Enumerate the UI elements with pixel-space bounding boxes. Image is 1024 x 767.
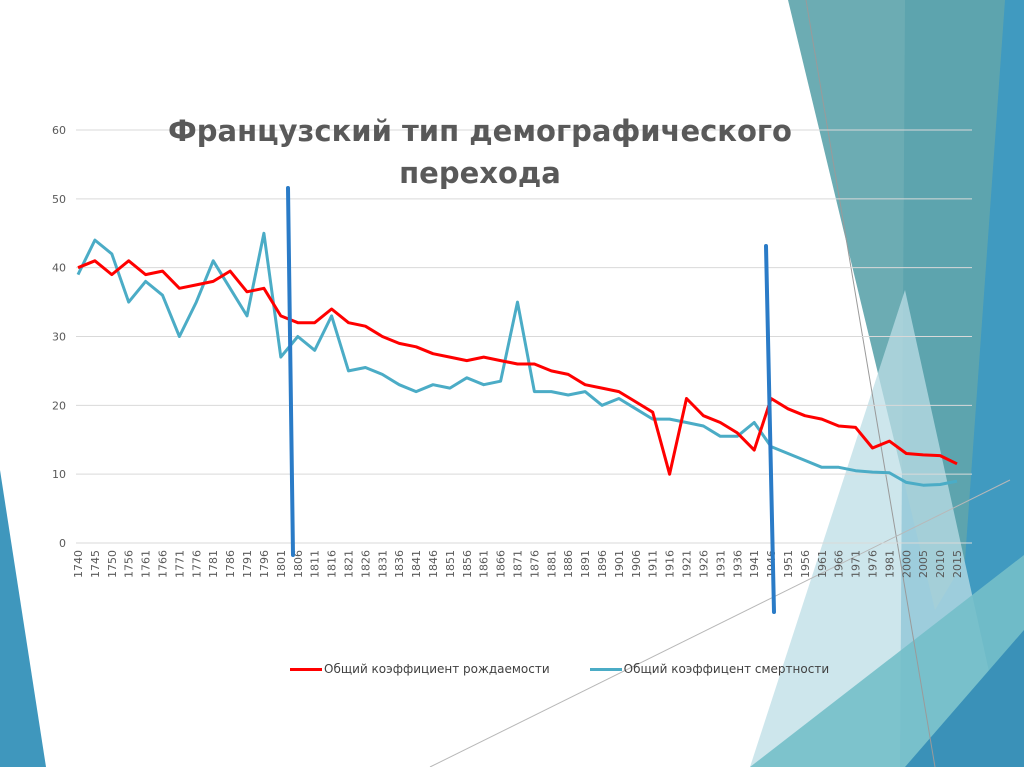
x-tick-label: 1941 [748, 550, 761, 578]
chart-title: Французский тип демографического переход… [168, 114, 792, 190]
x-tick-label: 1956 [799, 550, 812, 578]
decor-left-triangle [0, 470, 46, 767]
legend: Общий коэффициент рождаемости Общий коэф… [290, 662, 829, 676]
x-tick-label: 1766 [157, 550, 170, 578]
x-tick-label: 1796 [258, 550, 271, 578]
x-tick-label: 1756 [123, 550, 136, 578]
x-tick-label: 1821 [342, 550, 355, 578]
x-tick-label: 1961 [816, 550, 829, 578]
x-tick-label: 1921 [681, 550, 694, 578]
x-tick-label: 1916 [664, 550, 677, 578]
x-tick-label: 1876 [528, 550, 541, 578]
x-tick-label: 2010 [934, 550, 947, 578]
x-tick-label: 1866 [495, 550, 508, 578]
x-tick-label: 1776 [190, 550, 203, 578]
decor-teal-panel [788, 0, 1005, 610]
legend-swatch-births [290, 667, 322, 671]
x-tick-label: 2000 [900, 550, 913, 578]
y-tick-label: 50 [52, 193, 66, 206]
x-tick-label: 1781 [207, 550, 220, 578]
x-tick-label: 1831 [376, 550, 389, 578]
x-tick-label: 1750 [106, 550, 119, 578]
x-tick-label: 1856 [461, 550, 474, 578]
x-tick-label: 1806 [292, 550, 305, 578]
x-tick-label: 1836 [393, 550, 406, 578]
y-tick-label: 0 [59, 537, 66, 550]
y-tick-label: 30 [52, 331, 66, 344]
x-tick-label: 1745 [89, 550, 102, 578]
x-tick-label: 1816 [326, 550, 339, 578]
legend-item-deaths: Общий коэффицент смертности [589, 662, 830, 676]
x-tick-label: 1976 [866, 550, 879, 578]
x-tick-label: 1826 [359, 550, 372, 578]
x-tick-label: 2005 [917, 550, 930, 578]
x-tick-label: 1966 [833, 550, 846, 578]
x-tick-label: 1901 [613, 550, 626, 578]
x-tick-label: 1811 [309, 550, 322, 578]
y-tick-label: 20 [52, 399, 66, 412]
x-tick-label: 1951 [782, 550, 795, 578]
x-tick-label: 1881 [545, 550, 558, 578]
x-tick-label: 1981 [883, 550, 896, 578]
x-tick-label: 1801 [275, 550, 288, 578]
y-tick-label: 40 [52, 262, 66, 275]
y-tick-label: 60 [52, 124, 66, 137]
x-tick-label: 1761 [140, 550, 153, 578]
series-line-births [77, 259, 958, 476]
x-tick-label: 1891 [579, 550, 592, 578]
legend-label-deaths: Общий коэффицент смертности [623, 662, 830, 676]
x-tick-label: 1851 [444, 550, 457, 578]
legend-label-births: Общий коэффициент рождаемости [324, 662, 550, 676]
x-tick-label: 2015 [951, 550, 964, 578]
x-tick-label: 1911 [647, 550, 660, 578]
x-tick-label: 1771 [173, 550, 186, 578]
x-tick-label: 1931 [714, 550, 727, 578]
y-tick-label: 10 [52, 468, 66, 481]
legend-item-births: Общий коэффициент рождаемости [290, 662, 550, 676]
x-tick-label: 1740 [72, 550, 85, 578]
x-tick-label: 1906 [630, 550, 643, 578]
x-tick-label: 1886 [562, 550, 575, 578]
annotation-line-1946 [764, 244, 776, 614]
x-tick-label: 1926 [697, 550, 710, 578]
x-tick-label: 1846 [427, 550, 440, 578]
decor-line [429, 479, 1011, 767]
x-tick-label: 1896 [596, 550, 609, 578]
x-tick-label: 1936 [731, 550, 744, 578]
x-tick-label: 1861 [478, 550, 491, 578]
x-tick-label: 1971 [850, 550, 863, 578]
x-tick-label: 1786 [224, 550, 237, 578]
decor-line [805, 0, 936, 767]
x-tick-label: 1841 [410, 550, 423, 578]
annotation-line-1801 [286, 186, 295, 557]
decor-bottom-blue [905, 630, 1024, 767]
legend-swatch-deaths [589, 667, 622, 671]
x-tick-label: 1871 [512, 550, 525, 578]
series-line-deaths [76, 231, 958, 487]
x-tick-label: 1791 [241, 550, 254, 578]
